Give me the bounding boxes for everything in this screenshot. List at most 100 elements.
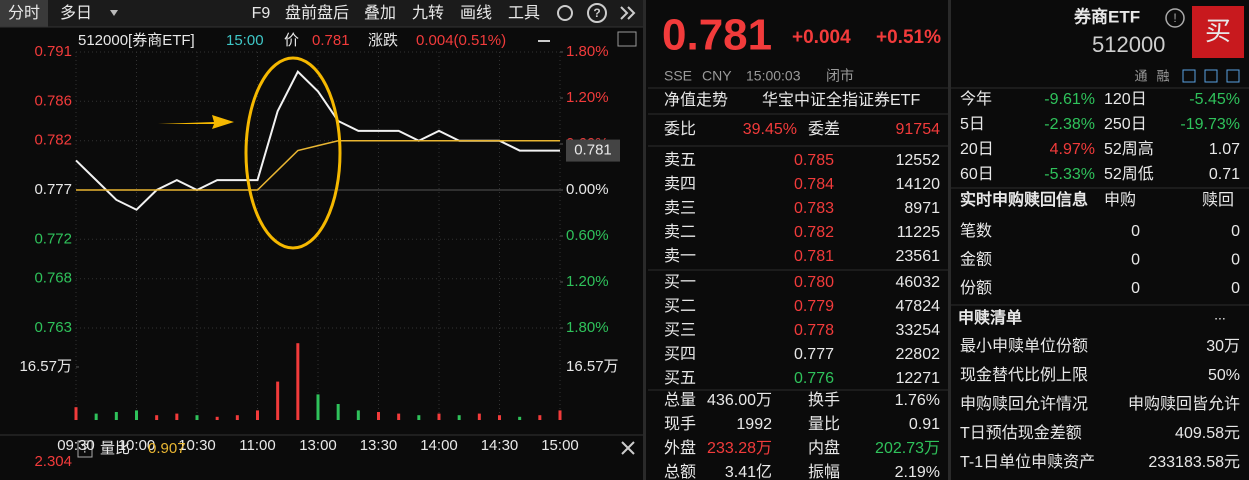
- help-box[interactable]: [77, 440, 93, 458]
- more[interactable]: ...: [1214, 307, 1226, 323]
- level-price: 0.779: [794, 298, 834, 315]
- y-tick-label: 0.791: [34, 43, 72, 60]
- info-icon[interactable]: [1165, 8, 1185, 28]
- buy-button[interactable]: [1192, 6, 1244, 58]
- section-title: 申赎清单: [958, 308, 1022, 327]
- y-tick-label: 0.786: [34, 92, 72, 109]
- toolbar-button[interactable]: 工具: [508, 5, 540, 22]
- status: 闭市: [826, 68, 854, 84]
- window-icon[interactable]: [617, 31, 637, 47]
- stat-value: 233.28万: [707, 440, 772, 457]
- row-label: T-1日单位申赎资产: [960, 453, 1095, 471]
- stat-value: 202.73万: [875, 440, 940, 457]
- period: 今年: [960, 90, 992, 108]
- stat-value: 2.19%: [895, 464, 940, 480]
- row-value: 233183.58元: [1148, 454, 1240, 471]
- volume-tick-label: 16.57万: [19, 358, 72, 375]
- label: 委差: [808, 120, 840, 138]
- volume-bar: [336, 404, 340, 420]
- row-label: 份额: [960, 279, 992, 297]
- return: -5.33%: [1044, 166, 1095, 183]
- period: 60日: [960, 166, 994, 183]
- time: 15:00: [226, 32, 264, 49]
- toolbar-button[interactable]: 画线: [460, 4, 492, 22]
- level-price: 0.778: [794, 322, 834, 339]
- close-icon[interactable]: [621, 441, 635, 455]
- row-label: 笔数: [960, 222, 992, 240]
- stat-value: 1.76%: [895, 392, 940, 409]
- price-tag-bg: [566, 139, 620, 162]
- active-tab[interactable]: [0, 0, 48, 27]
- level-label: 买四: [664, 345, 696, 363]
- sub-axis: 2.304: [34, 453, 72, 470]
- volume-bar: [94, 413, 98, 420]
- level-price: 0.781: [794, 248, 834, 265]
- separators: [648, 87, 1249, 391]
- help-glyph: ?: [81, 440, 88, 455]
- toolbar-button[interactable]: 九转: [412, 4, 444, 22]
- volume-bar: [558, 410, 562, 420]
- tab[interactable]: 多日: [60, 4, 92, 22]
- level-volume: 12552: [896, 152, 941, 169]
- volume-bar: [397, 413, 401, 420]
- change-label: 涨跌: [368, 32, 398, 49]
- label: 委比: [664, 120, 696, 138]
- return: -2.38%: [1044, 116, 1095, 133]
- row-value: 50%: [1208, 367, 1240, 384]
- tab[interactable]: 净值走势: [664, 91, 728, 109]
- volume-bar: [155, 415, 159, 420]
- volume-bar: [235, 415, 239, 420]
- x-tick-label: 10:30: [178, 437, 216, 454]
- y2-tick-label: 1.80%: [566, 319, 609, 336]
- tab[interactable]: 华宝中证全指证券ETF: [762, 91, 920, 109]
- y2-tick-label: 0.00%: [566, 181, 609, 198]
- expand-icon[interactable]: [620, 6, 636, 20]
- y2-tick-label: 1.20%: [566, 273, 609, 290]
- toolbar-button[interactable]: 叠加: [364, 4, 396, 22]
- volume-bar: [276, 381, 280, 420]
- panel-gap: [643, 0, 646, 480]
- volume-bar: [256, 410, 259, 420]
- level-label: 买一: [664, 273, 696, 291]
- x-tick-label: 14:00: [420, 437, 458, 454]
- tool-icon[interactable]: [1226, 69, 1240, 83]
- panel-gap: [948, 0, 951, 480]
- market: SSE: [664, 68, 692, 84]
- y-tick-label: 0.772: [34, 230, 72, 247]
- volume-bar: [457, 415, 461, 420]
- level-label: 卖二: [664, 223, 696, 241]
- toolbar-button[interactable]: 盘前盘后: [285, 3, 349, 22]
- row-label: 最小申赎单位份额: [960, 337, 1088, 355]
- stat-label: 外盘: [664, 438, 696, 457]
- volume-bar: [356, 410, 360, 420]
- level-label: 卖三: [664, 199, 696, 217]
- tool-icon[interactable]: [1204, 69, 1218, 83]
- price-tag: 0.781: [574, 142, 612, 159]
- level-label: 卖五: [664, 151, 696, 169]
- stat-label: 现手: [664, 415, 696, 433]
- x-tick-label: 10:00: [118, 437, 156, 454]
- level-volume: 23561: [896, 248, 941, 265]
- help-icon[interactable]: [587, 3, 607, 23]
- dropdown-icon[interactable]: [110, 10, 118, 16]
- tab[interactable]: 分时: [8, 4, 40, 22]
- stat-label: 换手: [808, 391, 840, 409]
- average-line: [76, 139, 560, 191]
- volume-bar: [316, 394, 320, 420]
- return: 4.97%: [1050, 141, 1095, 158]
- volume-bar: [296, 343, 300, 420]
- row-value: 0: [1131, 252, 1140, 269]
- level-price: 0.782: [794, 224, 834, 241]
- return: -9.61%: [1044, 91, 1095, 108]
- volume-bar: [74, 407, 78, 420]
- y2-tick-label: 1.20%: [566, 89, 609, 106]
- buy-label[interactable]: 买: [1205, 16, 1231, 46]
- period: 120日: [1104, 91, 1147, 108]
- price: 0.781: [312, 32, 350, 49]
- settings-icon[interactable]: [557, 5, 573, 21]
- toolbar-button[interactable]: F9: [252, 5, 271, 22]
- volume-bar: [175, 413, 179, 420]
- stat-value: 0.91: [909, 416, 940, 433]
- tool-icon[interactable]: [1182, 69, 1196, 83]
